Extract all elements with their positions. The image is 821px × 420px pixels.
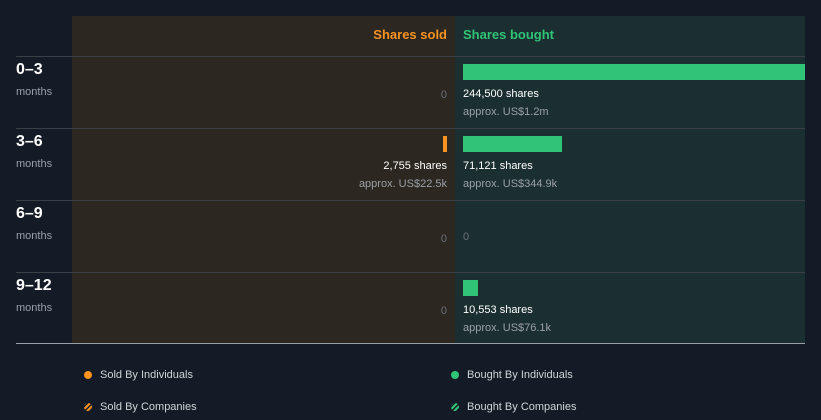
bought-bar [463,280,478,296]
bought-shares-label: 71,121 shares [463,160,533,172]
period-unit-label: months [16,158,53,170]
sold-zero-label: 0 [440,305,447,317]
sold-zero-label: 0 [440,233,447,245]
period-unit-label: months [16,230,53,242]
bought-value-label: approx. US$344.9k [463,178,558,190]
shares-bought-header: Shares bought [463,27,555,42]
row-divider [16,200,805,201]
bought-bar [463,64,805,80]
row-divider [16,272,805,273]
period-label: 6–9 [16,205,43,222]
row-divider [16,56,805,57]
shares-sold-header: Shares sold [373,27,447,42]
legend-label: Sold By Individuals [100,369,193,381]
period-label: 3–6 [16,133,43,150]
period-unit-label: months [16,86,53,98]
legend-label: Bought By Individuals [467,369,573,381]
period-label: 0–3 [16,61,43,78]
chart-baseline [16,343,805,344]
period-unit-label: months [16,302,53,314]
sold-value-label: approx. US$22.5k [358,178,447,190]
legend-hatched-dot-icon [451,403,459,411]
bought-value-label: approx. US$76.1k [463,322,552,334]
legend-dot-icon [451,371,459,379]
bought-zero-label: 0 [463,231,470,243]
sold-zero-label: 0 [440,89,447,101]
legend-hatched-dot-icon [84,403,92,411]
bought-shares-label: 10,553 shares [463,304,533,316]
legend-label: Sold By Companies [100,401,197,413]
sold-shares-label: 2,755 shares [383,160,447,172]
bought-value-label: approx. US$1.2m [463,106,549,118]
shares-sold-panel [72,16,455,344]
sold-bar [443,136,447,152]
legend-dot-icon [84,371,92,379]
bought-bar [463,136,562,152]
legend-label: Bought By Companies [467,401,577,413]
period-label: 9–12 [16,277,52,294]
row-divider [16,128,805,129]
bought-shares-label: 244,500 shares [463,88,539,100]
